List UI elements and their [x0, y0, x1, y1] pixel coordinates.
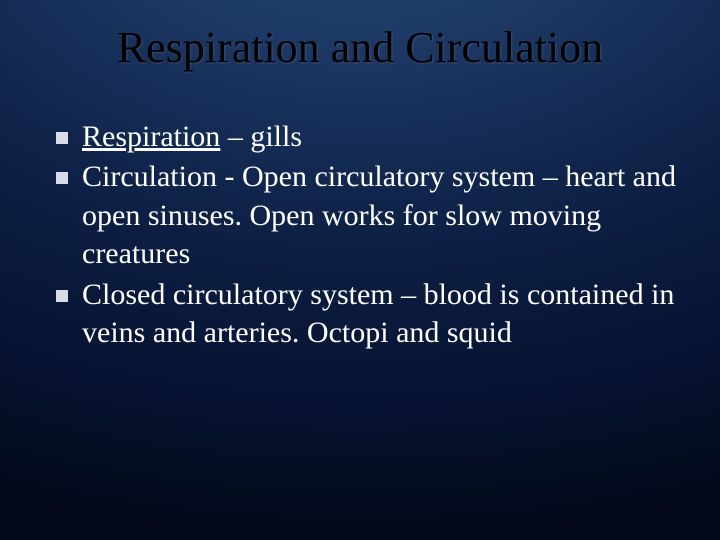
- slide-body: Respiration – gills Circulation - Open c…: [56, 118, 680, 354]
- slide-title: Respiration and Circulation: [0, 22, 720, 73]
- bullet-item: Circulation - Open circulatory system – …: [56, 158, 680, 273]
- bullet-item: Closed circulatory system – blood is con…: [56, 276, 680, 353]
- bullet-underlined-prefix: Respiration: [82, 120, 220, 153]
- square-bullet-icon: [56, 172, 68, 184]
- slide: Respiration and Circulation Respiration …: [0, 0, 720, 540]
- bullet-rest: Circulation - Open circulatory system – …: [82, 160, 676, 270]
- bullet-rest: – gills: [220, 120, 302, 153]
- bullet-text: Closed circulatory system – blood is con…: [82, 276, 680, 353]
- bullet-text: Respiration – gills: [82, 118, 680, 156]
- bullet-item: Respiration – gills: [56, 118, 680, 156]
- bullet-text: Circulation - Open circulatory system – …: [82, 158, 680, 273]
- bullet-rest: Closed circulatory system – blood is con…: [82, 278, 674, 349]
- square-bullet-icon: [56, 132, 68, 144]
- square-bullet-icon: [56, 290, 68, 302]
